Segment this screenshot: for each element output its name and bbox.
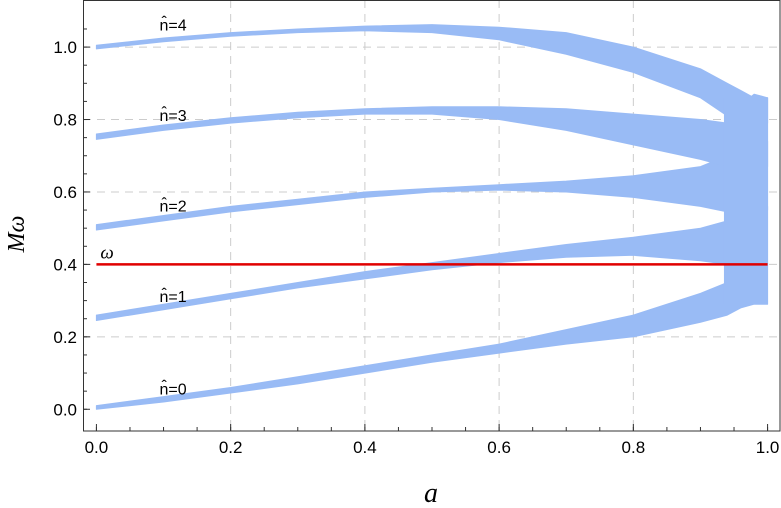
band-n4 xyxy=(95,24,769,124)
x-tick-label: 0.4 xyxy=(353,438,377,457)
y-tick-label: 0.4 xyxy=(53,255,77,274)
x-tick-label: 1.0 xyxy=(756,438,780,457)
band-n3 xyxy=(95,93,769,168)
band-label-n3: n̂=3 xyxy=(160,105,187,125)
y-tick-label: 0.0 xyxy=(53,400,77,419)
x-tick-label: 0.8 xyxy=(622,438,646,457)
band-label-n1: n̂=1 xyxy=(160,286,187,306)
x-tick-label: 0.6 xyxy=(487,438,511,457)
y-tick-label: 1.0 xyxy=(53,38,77,57)
band-merge-region xyxy=(723,97,768,305)
annotations: n̂=4 n̂=3 n̂=2 n̂=1 n̂=0 ω xyxy=(100,15,186,399)
y-tick-label: 0.6 xyxy=(53,183,77,202)
x-tick-label: 0.2 xyxy=(219,438,243,457)
x-axis-ticks: 0.0 0.2 0.4 0.6 0.8 1.0 xyxy=(85,424,780,457)
band-n2 xyxy=(95,140,769,231)
x-axis-label: a xyxy=(424,478,438,508)
omega-label: ω xyxy=(100,243,113,264)
band-n0 xyxy=(95,263,769,410)
x-tick-label: 0.0 xyxy=(85,438,109,457)
band-label-n0: n̂=0 xyxy=(160,379,187,399)
y-tick-label: 0.2 xyxy=(53,328,77,347)
bands xyxy=(95,24,769,410)
band-label-n4: n̂=4 xyxy=(160,15,187,35)
y-tick-label: 0.8 xyxy=(53,111,77,130)
y-axis-label: Mω xyxy=(4,216,30,254)
band-label-n2: n̂=2 xyxy=(160,196,187,216)
y-axis-ticks: 0.0 0.2 0.4 0.6 0.8 1.0 xyxy=(53,28,90,419)
